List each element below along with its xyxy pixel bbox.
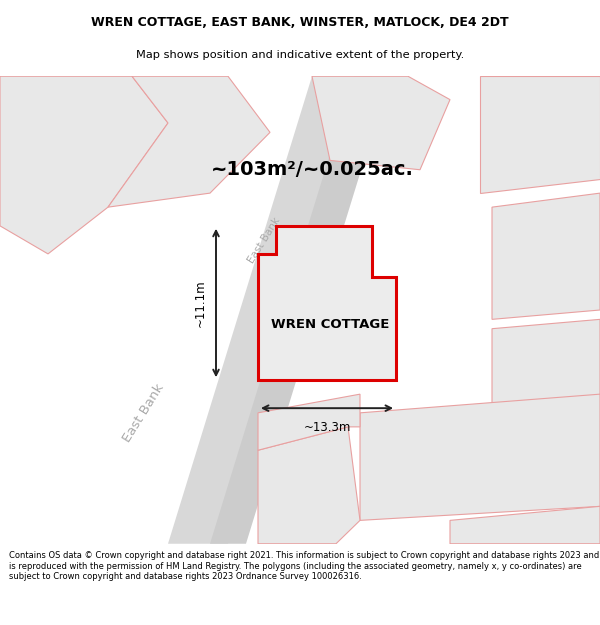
Text: ~11.1m: ~11.1m [194,279,207,327]
Text: ~103m²/~0.025ac.: ~103m²/~0.025ac. [211,160,413,179]
Polygon shape [360,394,600,521]
Text: WREN COTTAGE, EAST BANK, WINSTER, MATLOCK, DE4 2DT: WREN COTTAGE, EAST BANK, WINSTER, MATLOC… [91,16,509,29]
Polygon shape [210,76,390,544]
Polygon shape [450,506,600,544]
Polygon shape [258,427,360,544]
Polygon shape [312,76,450,170]
Polygon shape [480,76,600,193]
Text: East Bank: East Bank [121,381,167,444]
Polygon shape [0,76,168,254]
Text: ~13.3m: ~13.3m [304,421,350,434]
Polygon shape [258,226,396,380]
Polygon shape [258,394,360,450]
Polygon shape [108,76,270,207]
Polygon shape [492,319,600,404]
Text: Contains OS data © Crown copyright and database right 2021. This information is : Contains OS data © Crown copyright and d… [9,551,599,581]
Text: East Bank: East Bank [246,215,282,264]
Text: WREN COTTAGE: WREN COTTAGE [271,318,389,331]
Polygon shape [492,193,600,319]
Text: Map shows position and indicative extent of the property.: Map shows position and indicative extent… [136,50,464,60]
Polygon shape [168,76,372,544]
